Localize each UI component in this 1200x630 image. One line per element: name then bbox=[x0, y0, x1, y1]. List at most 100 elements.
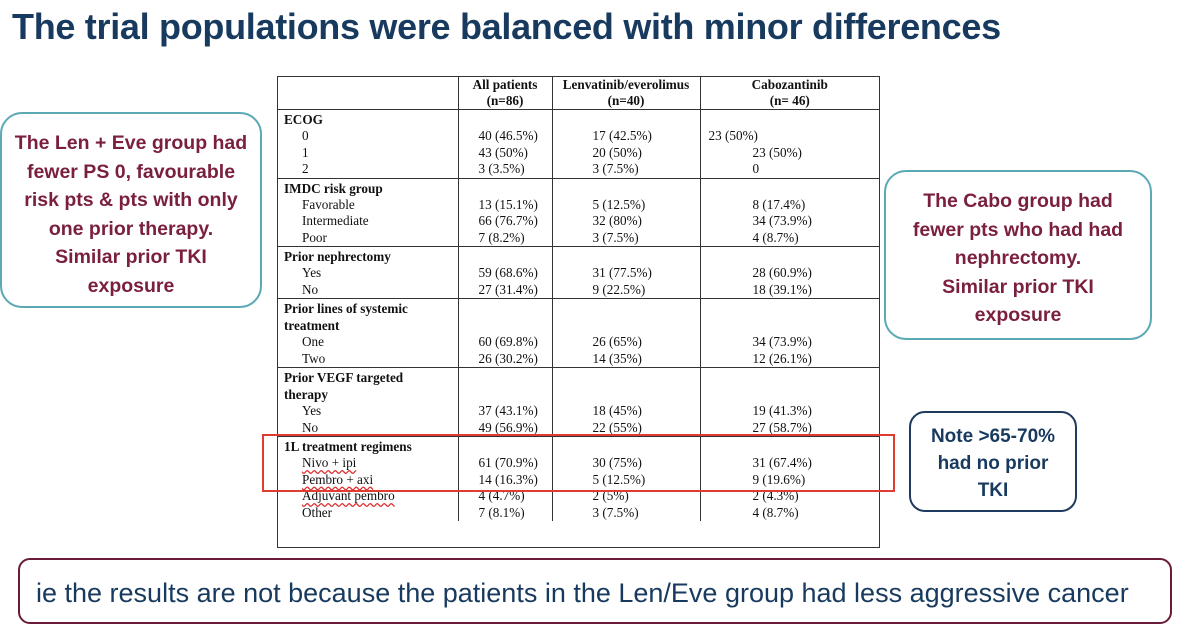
table-row: Nivo + ipi 61 (70.9%) 30 (75%) 31 (67.4%… bbox=[278, 455, 879, 472]
cell-all: 7 (8.1%) bbox=[457, 504, 552, 521]
row-label: Favorable bbox=[302, 196, 355, 212]
header-all-patients: All patients (n=86) bbox=[457, 77, 552, 110]
row-label: 1 bbox=[302, 144, 309, 160]
cell-cabo: 9 (19.6%) bbox=[699, 471, 879, 488]
table-row: 0 40 (46.5%) 17 (42.5%) 23 (50%) bbox=[278, 128, 879, 145]
callout-line: Similar prior TKI bbox=[942, 275, 1094, 298]
row-label: No bbox=[302, 281, 319, 297]
section-row-ecog: ECOG bbox=[278, 109, 879, 128]
cell-len: 22 (55%) bbox=[551, 419, 700, 437]
callout-len-eve: The Len + Eve group had fewer PS 0, favo… bbox=[0, 112, 262, 308]
section-label: 1L treatment regimens bbox=[278, 436, 458, 455]
cell-cabo: 19 (41.3%) bbox=[699, 403, 879, 420]
cell-cabo: 28 (60.9%) bbox=[699, 265, 879, 282]
cell-len: 14 (35%) bbox=[551, 350, 700, 368]
table-row: Pembro + axi 14 (16.3%) 5 (12.5%) 9 (19.… bbox=[278, 471, 879, 489]
cell-cabo: 4 (8.7%) bbox=[699, 504, 879, 521]
section-label: IMDC risk group bbox=[278, 177, 458, 197]
cell-cabo: 23 (50%) bbox=[699, 144, 879, 161]
row-label: Other bbox=[302, 504, 333, 520]
callout-line: Similar prior TKI bbox=[55, 246, 207, 268]
table-row: Two 26 (30.2%) 14 (35%) 12 (26.1%) bbox=[278, 350, 879, 368]
callout-line: The Len + Eve group had bbox=[14, 132, 248, 154]
section-label: Prior nephrectomy bbox=[278, 246, 458, 265]
cell-cabo: 27 (58.7%) bbox=[699, 419, 879, 437]
row-label: Yes bbox=[302, 403, 322, 418]
cell-all: 14 (16.3%) bbox=[457, 471, 552, 488]
slide-title: The trial populations were balanced with… bbox=[12, 6, 1001, 47]
header-cabozantinib: Cabozantinib (n= 46) bbox=[699, 77, 879, 110]
table-row: Yes 59 (68.6%) 31 (77.5%) 28 (60.9%) bbox=[278, 265, 879, 282]
cell-all: 13 (15.1%) bbox=[457, 196, 552, 213]
baseline-characteristics-table: All patients (n=86) Lenvatinib/everolimus… bbox=[277, 76, 880, 548]
cell-all: 3 (3.5%) bbox=[457, 161, 552, 178]
row-label: Pembro + axi bbox=[278, 472, 458, 489]
table-row: Intermediate 66 (76.7%) 32 (80%) 34 (73.… bbox=[278, 213, 879, 230]
cell-len: 5 (12.5%) bbox=[551, 196, 700, 213]
cell-cabo: 34 (73.9%) bbox=[699, 334, 879, 351]
callout-line: one prior therapy. bbox=[48, 217, 214, 240]
row-label: 0 bbox=[302, 128, 309, 143]
data-table: All patients (n=86) Lenvatinib/everolimus… bbox=[278, 77, 879, 521]
table-row: Adjuvant pembro 4 (4.7%) 2 (5%) 2 (4.3%) bbox=[278, 488, 879, 505]
cell-cabo: 2 (4.3%) bbox=[699, 488, 879, 505]
row-label-text: Adjuvant pembro bbox=[302, 488, 395, 503]
cell-all: 60 (69.8%) bbox=[457, 334, 552, 351]
cell-cabo: 31 (67.4%) bbox=[699, 455, 879, 472]
section-label-continued: treatment bbox=[278, 317, 879, 334]
cell-len: 3 (7.5%) bbox=[551, 161, 700, 178]
cell-all: 49 (56.9%) bbox=[457, 419, 552, 437]
cell-len: 5 (12.5%) bbox=[551, 471, 700, 488]
table-header-row: All patients (n=86) Lenvatinib/everolimus… bbox=[278, 77, 879, 110]
callout-line: risk pts & pts with only bbox=[24, 189, 238, 211]
cell-len: 18 (45%) bbox=[551, 403, 700, 420]
table-row: Favorable 13 (15.1%) 5 (12.5%) 8 (17.4%) bbox=[278, 196, 879, 213]
table-row: 2 3 (3.5%) 3 (7.5%) 0 bbox=[278, 161, 879, 178]
cell-all: 27 (31.4%) bbox=[457, 281, 552, 299]
cell-all: 37 (43.1%) bbox=[457, 403, 552, 420]
table-row: Poor 7 (8.2%) 3 (7.5%) 4 (8.7%) bbox=[278, 229, 879, 247]
table-row: Yes 37 (43.1%) 18 (45%) 19 (41.3%) bbox=[278, 403, 879, 420]
row-label: Poor bbox=[302, 229, 327, 245]
section-label: ECOG bbox=[278, 109, 458, 128]
row-label: Intermediate bbox=[302, 213, 369, 228]
section-row-prior-lines: Prior lines of systemic bbox=[278, 298, 879, 317]
row-label: Two bbox=[302, 350, 326, 366]
cell-cabo: 34 (73.9%) bbox=[699, 213, 879, 230]
section-label: Prior lines of systemic bbox=[278, 298, 458, 317]
callout-line: had no prior bbox=[937, 453, 1049, 474]
callout-line: fewer PS 0, favourable bbox=[26, 160, 236, 183]
cell-len: 17 (42.5%) bbox=[551, 128, 700, 145]
callout-line: nephrectomy. bbox=[954, 247, 1082, 269]
row-label-text: Pembro + axi bbox=[302, 471, 374, 487]
section-label-line2: treatment bbox=[284, 318, 340, 333]
cell-cabo: 18 (39.1%) bbox=[699, 281, 879, 299]
section-label-continued: therapy bbox=[278, 386, 879, 403]
cell-len: 32 (80%) bbox=[551, 213, 700, 230]
bottom-banner: ie the results are not because the patie… bbox=[18, 558, 1172, 624]
cell-all: 61 (70.9%) bbox=[457, 455, 552, 472]
callout-line: Note >65-70% bbox=[930, 426, 1056, 447]
cell-cabo: 4 (8.7%) bbox=[699, 229, 879, 247]
cell-len: 2 (5%) bbox=[551, 488, 700, 505]
cell-cabo: 12 (26.1%) bbox=[699, 350, 879, 368]
callout-cabo: The Cabo group had fewer pts who had had… bbox=[884, 170, 1152, 340]
cell-all: 7 (8.2%) bbox=[457, 229, 552, 247]
table-row: 1 43 (50%) 20 (50%) 23 (50%) bbox=[278, 144, 879, 161]
row-label-text: Nivo + ipi bbox=[302, 455, 357, 470]
callout-line: exposure bbox=[87, 274, 175, 297]
header-cell-empty bbox=[278, 77, 458, 110]
row-label: One bbox=[302, 334, 324, 349]
cell-cabo: 8 (17.4%) bbox=[699, 196, 879, 213]
row-label: Nivo + ipi bbox=[278, 455, 458, 472]
cell-all: 4 (4.7%) bbox=[457, 488, 552, 505]
section-label: Prior VEGF targeted bbox=[278, 367, 458, 386]
cell-len: 26 (65%) bbox=[551, 334, 700, 351]
cell-all: 43 (50%) bbox=[457, 144, 552, 161]
cell-all: 59 (68.6%) bbox=[457, 265, 552, 282]
row-label: 2 bbox=[302, 161, 309, 176]
section-label-line2: therapy bbox=[284, 387, 328, 402]
cell-all: 26 (30.2%) bbox=[457, 350, 552, 368]
table-row: No 49 (56.9%) 22 (55%) 27 (58.7%) bbox=[278, 419, 879, 437]
cell-len: 31 (77.5%) bbox=[551, 265, 700, 282]
